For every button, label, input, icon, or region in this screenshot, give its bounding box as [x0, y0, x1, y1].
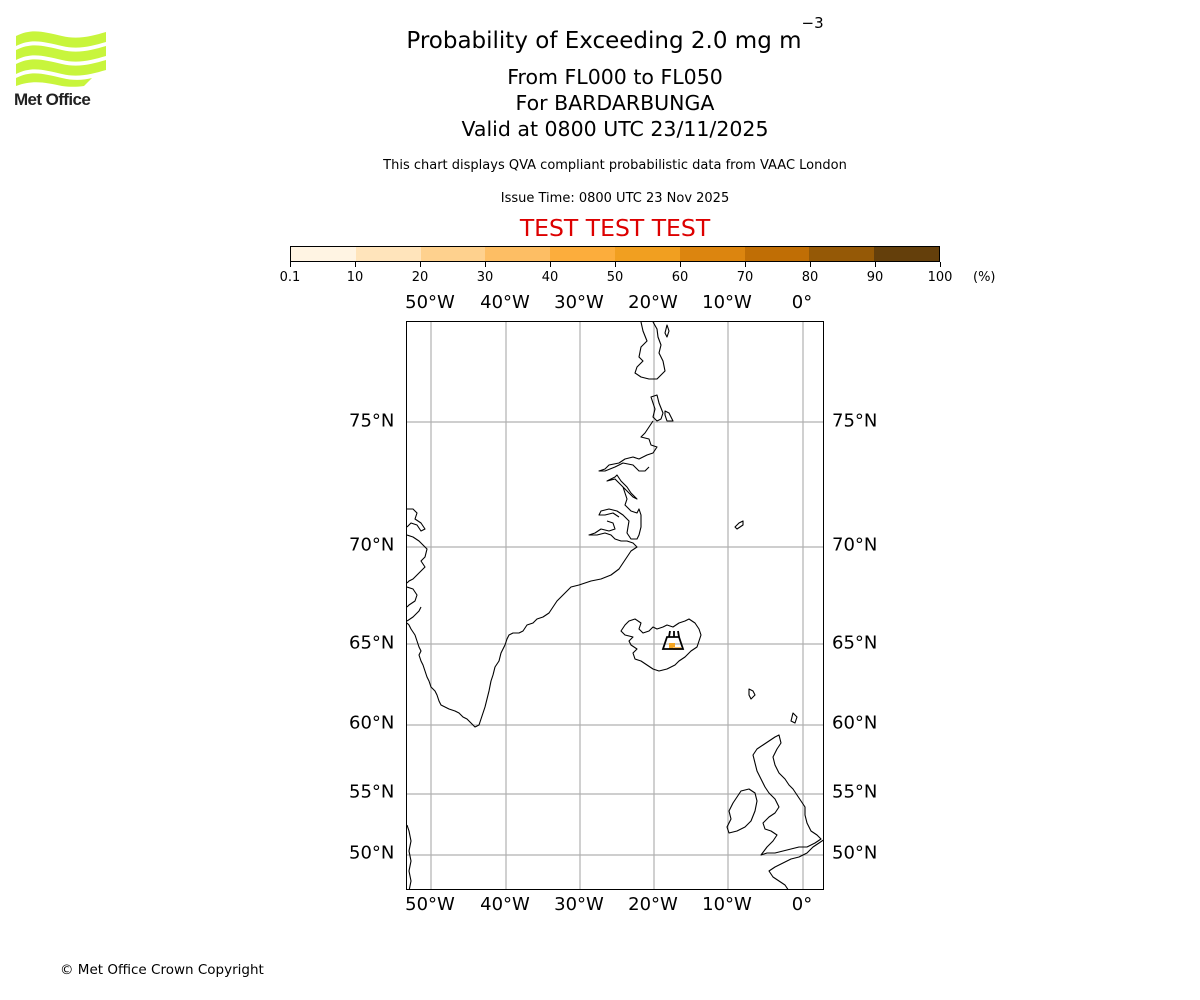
- colorbar-tick: [549, 262, 551, 267]
- logo-waves-icon: [16, 31, 106, 87]
- issue-time: Issue Time: 0800 UTC 23 Nov 2025: [500, 191, 730, 206]
- coastline-greenland-south: [407, 622, 506, 728]
- volcano-name: For BARDARBUNGA: [515, 91, 715, 115]
- colorbar-tick: [354, 262, 356, 267]
- coastline-great-britain: [752, 734, 822, 856]
- colorbar-tick-label: 70: [736, 270, 754, 285]
- lon-label-bottom: 50°W: [405, 894, 455, 915]
- lat-label-left: 75°N: [349, 410, 395, 432]
- colorbar-tick-label: 80: [801, 270, 819, 285]
- lat-label-left: 50°N: [349, 842, 395, 864]
- met-office-logo: Met Office: [14, 30, 109, 112]
- colorbar-segment: [291, 247, 356, 261]
- colorbar-segment: [614, 247, 680, 261]
- colorbar-segment: [355, 247, 421, 261]
- gridlines: [407, 322, 823, 889]
- colorbar-tick-label: 30: [476, 270, 494, 285]
- colorbar-segment: [679, 247, 745, 261]
- colorbar-tick: [484, 262, 486, 267]
- lat-label-left: 55°N: [349, 781, 395, 803]
- colorbar-tick-label: 60: [671, 270, 689, 285]
- colorbar-tick-label: 100: [927, 270, 953, 285]
- colorbar-segment: [744, 247, 810, 261]
- colorbar-tick: [939, 262, 941, 267]
- lon-label-bottom: 10°W: [702, 894, 752, 915]
- colorbar-tick: [809, 262, 811, 267]
- colorbar-tick: [679, 262, 681, 267]
- ash-probability-area: [669, 643, 675, 649]
- colorbar-segment: [874, 247, 939, 261]
- lat-label-right: 60°N: [832, 712, 878, 734]
- colorbar-segment: [550, 247, 615, 261]
- colorbar-tick-label: 20: [411, 270, 429, 285]
- lon-label-bottom: 20°W: [628, 894, 678, 915]
- lat-label-left: 70°N: [349, 534, 395, 556]
- coastline-iceland: [620, 618, 702, 672]
- copyright-notice: © Met Office Crown Copyright: [60, 962, 264, 978]
- test-banner: TEST TEST TEST: [519, 214, 711, 242]
- map-canvas: [407, 322, 823, 889]
- colorbar-tick: [614, 262, 616, 267]
- map-area[interactable]: [406, 321, 824, 890]
- lon-label-top: 30°W: [554, 292, 604, 313]
- lat-label-left: 60°N: [349, 712, 395, 734]
- lon-label-top: 10°W: [702, 292, 752, 313]
- colorbar: [290, 246, 940, 262]
- lat-label-right: 70°N: [832, 534, 878, 556]
- chart-title: Probability of Exceeding 2.0 mg m−3: [0, 16, 1200, 56]
- lon-label-top: 20°W: [628, 292, 678, 313]
- logo-text: Met Office: [14, 90, 91, 109]
- colorbar-tick-label: 50: [606, 270, 624, 285]
- lon-label-top: 0°: [791, 292, 813, 313]
- lat-label-right: 75°N: [832, 410, 878, 432]
- title-main: Probability of Exceeding 2.0 mg m: [406, 28, 802, 54]
- lat-label-left: 65°N: [349, 632, 395, 654]
- colorbar-unit: (%): [973, 270, 996, 285]
- lon-label-bottom: 0°: [791, 894, 813, 915]
- lon-label-bottom: 30°W: [554, 894, 604, 915]
- lat-label-right: 65°N: [832, 632, 878, 654]
- flight-levels: From FL000 to FL050: [507, 65, 723, 89]
- lon-label-bottom: 40°W: [480, 894, 530, 915]
- colorbar-tick: [874, 262, 876, 267]
- colorbar-tick-label: 0.1: [279, 270, 301, 285]
- lon-label-top: 50°W: [405, 292, 455, 313]
- lat-label-right: 55°N: [832, 781, 878, 803]
- coastline-greenland-west: [407, 508, 428, 889]
- validity-time: Valid at 0800 UTC 23/11/2025: [461, 117, 769, 141]
- colorbar-tick: [289, 262, 291, 267]
- coastline-france: [768, 839, 823, 889]
- chart-description: This chart displays QVA compliant probab…: [383, 158, 847, 173]
- colorbar-segment: [485, 247, 551, 261]
- volcano-icon[interactable]: [661, 630, 685, 650]
- lon-label-top: 40°W: [480, 292, 530, 313]
- coastline-greenland-east: [504, 322, 674, 646]
- colorbar-tick: [744, 262, 746, 267]
- colorbar-tick-label: 90: [866, 270, 884, 285]
- coastline-faroe-islands: [748, 688, 756, 700]
- coastline-shetland: [790, 712, 798, 724]
- coastline-ireland: [726, 788, 758, 834]
- colorbar-tick: [419, 262, 421, 267]
- title-superscript: −3: [801, 14, 824, 32]
- colorbar-segment: [420, 247, 486, 261]
- colorbar-segment: [809, 247, 875, 261]
- colorbar-tick-label: 10: [346, 270, 364, 285]
- colorbar-tick-label: 40: [541, 270, 559, 285]
- lat-label-right: 50°N: [832, 842, 878, 864]
- coastline-jan-mayen: [734, 520, 744, 530]
